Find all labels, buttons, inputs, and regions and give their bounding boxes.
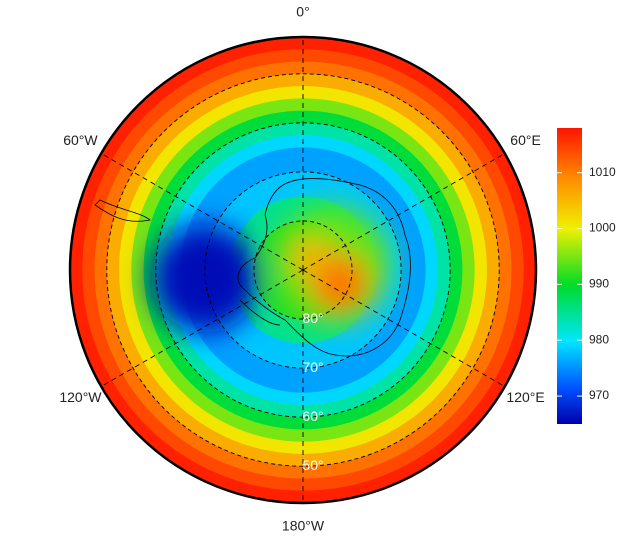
latitude-label: 80° <box>302 310 323 326</box>
latitude-label: 60° <box>302 408 323 424</box>
colorbar-tick-label: 980 <box>589 332 609 346</box>
pressure-anomaly <box>290 237 330 277</box>
meridian <box>100 153 304 271</box>
anomalies <box>151 206 391 333</box>
colorbar-tick-label: 990 <box>589 277 609 291</box>
colorbar <box>557 128 582 424</box>
colorbar-tick-label: 1010 <box>589 165 616 179</box>
colorbar-tick-label: 970 <box>589 388 609 402</box>
latitude-label: 70° <box>302 359 323 375</box>
latitude-label: 50° <box>302 457 323 473</box>
meridian <box>302 153 506 271</box>
latitude-circle <box>253 220 353 320</box>
south-america-coast <box>94 199 151 222</box>
map-border <box>68 35 538 505</box>
longitude-label: 60°E <box>510 132 541 148</box>
colorbar-ticks: 970 980 990 1000 1010 <box>557 165 616 402</box>
labels: 0° 60°E 120°E 180°W 120°W 60°W 80° 70° 60° 50° <box>59 4 544 534</box>
longitude-label: 60°W <box>63 132 98 148</box>
longitude-label: 120°E <box>506 389 544 405</box>
latitude-circle <box>204 171 402 369</box>
graticule <box>100 37 506 503</box>
colorbar-tick-label: 1000 <box>589 221 616 235</box>
longitude-label: 0° <box>296 4 309 20</box>
pressure-anomaly <box>151 224 260 333</box>
meridian <box>100 269 304 387</box>
longitude-label: 120°W <box>59 389 102 405</box>
latitude-circle <box>106 73 500 467</box>
coastline <box>237 178 411 357</box>
longitude-label: 180°W <box>282 518 325 534</box>
meridian <box>302 269 506 387</box>
